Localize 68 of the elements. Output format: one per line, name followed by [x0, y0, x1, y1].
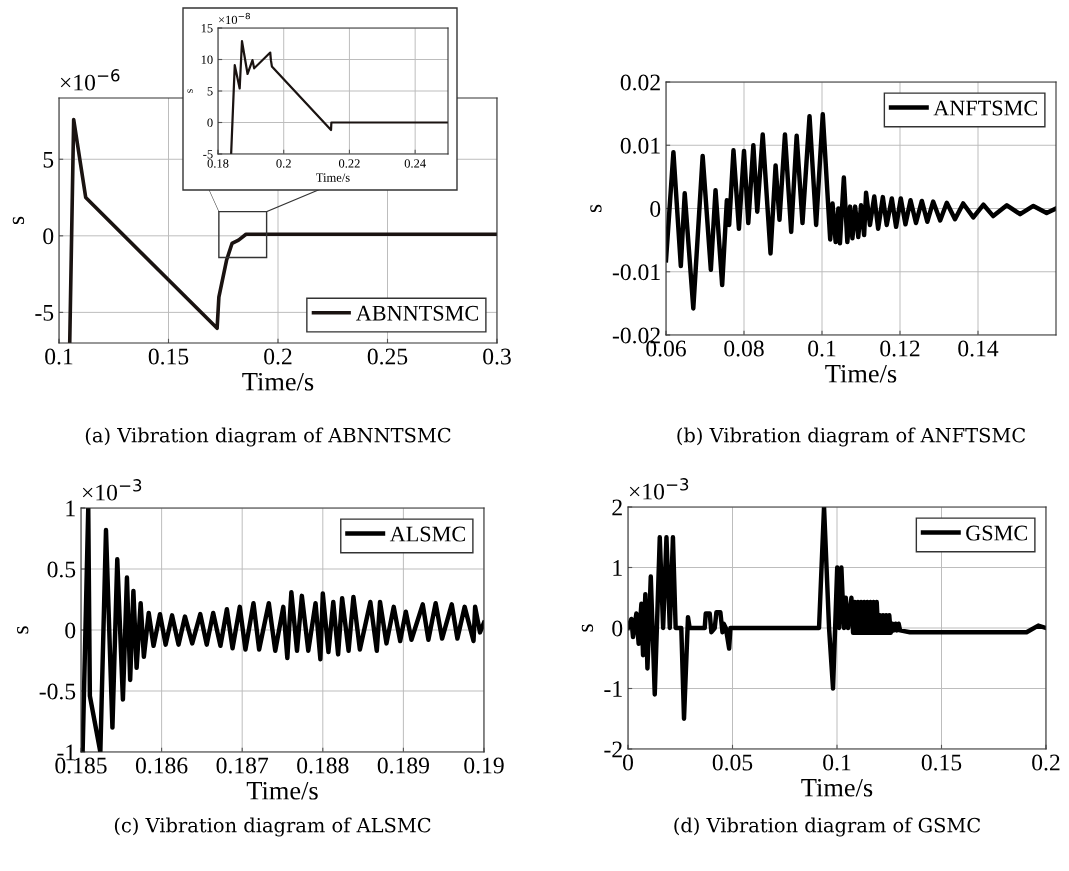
legend-label: ANFTSMC: [933, 100, 1037, 116]
y-axis-title: s: [187, 89, 193, 93]
text: ×10$^{−6}$: [60, 69, 120, 91]
x-tick-label: 0.15: [921, 754, 962, 771]
y-axis-title: s: [12, 216, 25, 225]
x-tick-label: 0.05: [712, 754, 753, 771]
y-tick-label: 0.02: [620, 74, 660, 91]
text: ×10$^{−8}$: [218, 12, 250, 25]
x-tick-label: 0.18: [207, 159, 229, 168]
x-tick-label: 0.1: [45, 348, 73, 365]
y-tick-label: 0: [207, 118, 213, 127]
x-tick-label: 0.189: [377, 757, 429, 774]
y-tick-label: 0: [612, 620, 623, 637]
x-axis-title: Time/s: [801, 778, 873, 797]
y-tick-label: 0.01: [620, 137, 660, 154]
x-tick-label: 0.12: [880, 340, 920, 357]
line-series: [67, 117, 497, 343]
legend-label: ALSMC: [389, 526, 465, 542]
y-tick-label: -5: [35, 305, 54, 321]
text: (d) Vibration diagram of GSMC: [674, 817, 981, 837]
x-tick-label: 0.08: [724, 340, 764, 357]
y-tick-label: 0: [650, 200, 661, 217]
y-tick-label: -2: [604, 741, 622, 758]
x-tick-label: 0.2: [264, 348, 292, 365]
y-tick-label: 0: [43, 228, 54, 245]
legend-label: GSMC: [966, 525, 1027, 541]
line-series: [230, 40, 448, 154]
x-tick-label: 0.186: [135, 757, 188, 774]
legend-label: ABNNTSMC: [355, 305, 478, 321]
y-tick-label: 1: [66, 500, 75, 517]
y-tick-label: 0: [65, 622, 76, 639]
x-tick-label: 0.19: [464, 757, 504, 774]
text: (a) Vibration diagram of ABNNTSMC: [85, 427, 451, 447]
x-tick-label: 0.1: [823, 754, 851, 771]
x-tick-label: 0.22: [338, 159, 360, 168]
y-tick-label: 0.5: [47, 561, 76, 578]
y-tick-label: -0.01: [612, 264, 660, 281]
x-tick-label: 0.14: [958, 340, 999, 357]
x-axis-title: Time/s: [246, 781, 318, 800]
x-tick-label: 0.2: [276, 159, 291, 168]
x-tick-label: 0.1: [808, 340, 836, 357]
y-tick-label: 1: [613, 560, 622, 576]
x-tick-label: 0.187: [216, 757, 269, 774]
y-tick-label: -5: [203, 150, 213, 159]
y-axis-title: s: [17, 626, 29, 634]
text: (b) Vibration diagram of ANFTSMC: [677, 427, 1026, 447]
y-tick-label: -0.5: [39, 683, 76, 700]
x-axis-title: Time/s: [316, 173, 350, 182]
y-axis-title: s: [581, 624, 594, 632]
x-axis-title: Time/s: [242, 372, 314, 391]
y-tick-label: 5: [43, 151, 54, 168]
x-tick-label: 0.25: [367, 348, 408, 365]
y-tick-label: 2: [612, 499, 622, 516]
y-tick-label: -1: [604, 681, 622, 697]
x-axis-title: Time/s: [825, 364, 897, 383]
x-tick-label: 0.2: [1032, 754, 1060, 771]
y-tick-label: 10: [201, 55, 213, 64]
y-tick-label: 15: [201, 24, 213, 33]
text: ×10$^{−3}$: [82, 479, 142, 501]
y-axis-title: s: [590, 204, 602, 213]
x-tick-label: 0.15: [148, 348, 189, 365]
x-tick-label: 0.188: [297, 757, 349, 774]
text: (c) Vibration diagram of ALSMC: [114, 817, 431, 837]
y-tick-label: 5: [207, 87, 213, 96]
x-tick-label: 0.3: [483, 348, 511, 365]
text: ×10$^{−3}$: [629, 478, 689, 500]
x-tick-label: 0.24: [404, 159, 426, 168]
line-series: [81, 508, 484, 752]
